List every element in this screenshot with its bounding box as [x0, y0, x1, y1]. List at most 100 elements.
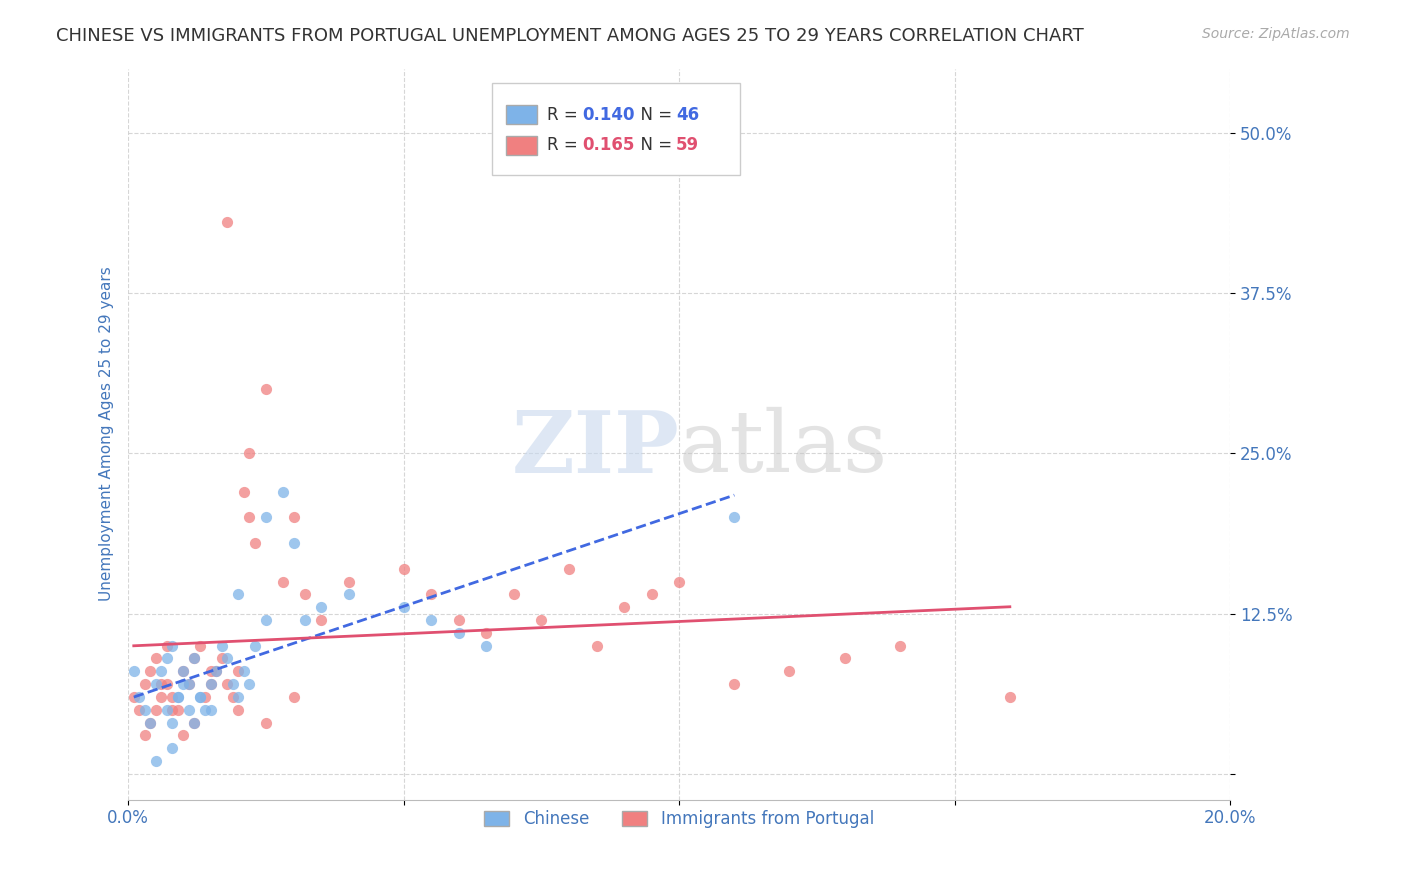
Point [150, 677, 173, 691]
Point [145, 677, 167, 691]
Point [283, 510, 305, 524]
FancyBboxPatch shape [506, 105, 537, 124]
Point [200, 665, 222, 679]
Point [194, 690, 217, 704]
Point [183, 715, 205, 730]
Text: Source: ZipAtlas.com: Source: ZipAtlas.com [1202, 27, 1350, 41]
Point [177, 677, 200, 691]
Point [613, 600, 636, 615]
Point [217, 651, 239, 665]
Point [447, 613, 470, 627]
Point [211, 639, 233, 653]
Text: CHINESE VS IMMIGRANTS FROM PORTUGAL UNEMPLOYMENT AMONG AGES 25 TO 29 YEARS CORRE: CHINESE VS IMMIGRANTS FROM PORTUGAL UNEM… [56, 27, 1084, 45]
Point [283, 690, 305, 704]
Point [585, 639, 607, 653]
Point [475, 639, 498, 653]
Point [128, 690, 150, 704]
Point [238, 510, 260, 524]
Point [183, 651, 205, 665]
Point [183, 715, 205, 730]
Point [205, 665, 228, 679]
Text: 46: 46 [676, 105, 699, 124]
Point [222, 677, 245, 691]
Point [162, 639, 184, 653]
Point [271, 484, 294, 499]
Point [188, 690, 211, 704]
Point [238, 677, 260, 691]
Point [166, 703, 188, 717]
Point [211, 651, 233, 665]
Point [392, 600, 415, 615]
Point [134, 677, 156, 691]
Text: N =: N = [630, 105, 678, 124]
Point [271, 574, 294, 589]
Point [228, 690, 250, 704]
Point [228, 665, 250, 679]
Y-axis label: Unemployment Among Ages 25 to 29 years: Unemployment Among Ages 25 to 29 years [100, 267, 114, 601]
Point [145, 754, 167, 768]
Point [217, 215, 239, 229]
Point [166, 690, 188, 704]
Point [177, 677, 200, 691]
Point [162, 741, 184, 756]
FancyBboxPatch shape [492, 83, 740, 175]
Point [150, 665, 173, 679]
Point [188, 639, 211, 653]
Point [530, 613, 553, 627]
Point [134, 728, 156, 742]
Point [183, 651, 205, 665]
Point [475, 625, 498, 640]
Point [337, 574, 360, 589]
Point [309, 600, 332, 615]
Point [122, 665, 145, 679]
Point [166, 690, 188, 704]
Point [668, 574, 690, 589]
Point [309, 613, 332, 627]
Point [243, 639, 266, 653]
Point [834, 651, 856, 665]
Point [420, 613, 443, 627]
Point [172, 677, 194, 691]
Point [641, 587, 664, 601]
Point [172, 665, 194, 679]
Point [723, 677, 745, 691]
Point [188, 690, 211, 704]
Point [145, 651, 167, 665]
Point [139, 715, 162, 730]
Point [254, 715, 277, 730]
Point [139, 715, 162, 730]
Point [200, 703, 222, 717]
Point [254, 613, 277, 627]
Point [162, 703, 184, 717]
Text: R =: R = [547, 105, 583, 124]
Point [254, 382, 277, 396]
Point [177, 703, 200, 717]
Point [503, 587, 526, 601]
Point [294, 587, 316, 601]
Point [156, 677, 179, 691]
Point [156, 651, 179, 665]
Point [205, 665, 228, 679]
Point [217, 677, 239, 691]
Point [228, 587, 250, 601]
Text: atlas: atlas [679, 407, 889, 491]
Point [222, 690, 245, 704]
Point [558, 562, 581, 576]
Point [194, 703, 217, 717]
Point [122, 690, 145, 704]
Point [172, 665, 194, 679]
Point [128, 703, 150, 717]
Point [156, 639, 179, 653]
Point [145, 703, 167, 717]
Point [998, 690, 1021, 704]
Point [337, 587, 360, 601]
Text: ZIP: ZIP [512, 407, 679, 491]
Point [139, 665, 162, 679]
Text: R =: R = [547, 136, 583, 154]
Point [228, 703, 250, 717]
Point [447, 625, 470, 640]
Point [150, 690, 173, 704]
Point [200, 677, 222, 691]
Point [233, 484, 256, 499]
Point [156, 703, 179, 717]
